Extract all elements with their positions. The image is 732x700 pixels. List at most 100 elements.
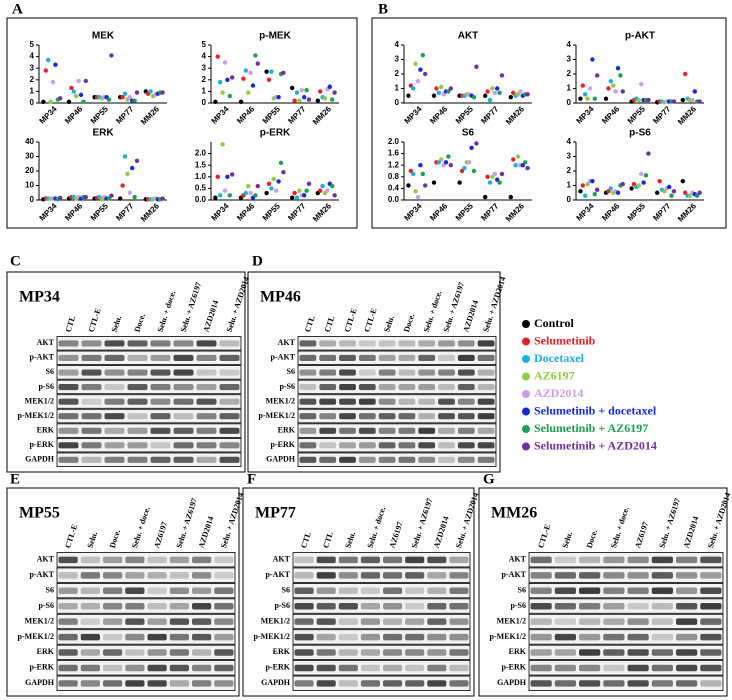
- data-point: [667, 184, 672, 190]
- data-point: [583, 92, 588, 97]
- blot-band: [405, 664, 425, 672]
- chart-title: p-MEK: [259, 31, 291, 42]
- blot-band: [103, 602, 123, 610]
- blot-strip: [56, 598, 236, 614]
- row-label: MEK1/2: [261, 616, 290, 625]
- blot-band: [214, 618, 234, 625]
- blot-band: [294, 602, 314, 610]
- blot-band: [80, 664, 100, 672]
- chart-title: p-AKT: [625, 31, 655, 42]
- data-point: [322, 96, 328, 101]
- blot-band: [81, 413, 102, 420]
- data-point: [243, 190, 248, 196]
- blot-band: [457, 427, 475, 434]
- data-point: [492, 171, 497, 177]
- blot-strip: [297, 452, 497, 467]
- blot-band: [214, 649, 234, 656]
- data-point: [132, 98, 137, 103]
- panel-letter: F: [247, 471, 256, 487]
- blot-band: [627, 633, 649, 641]
- blot-band: [358, 369, 376, 376]
- data-point: [304, 188, 309, 193]
- blot-band: [579, 587, 601, 595]
- data-point: [513, 163, 518, 168]
- blot-band: [192, 680, 212, 687]
- y-tick-label: 20: [25, 166, 34, 175]
- blot-band: [147, 618, 167, 625]
- blot-band: [360, 572, 380, 579]
- blot-band: [438, 354, 455, 362]
- blot-band: [173, 340, 194, 347]
- y-tick-label: 40: [25, 137, 34, 146]
- blot-strip: [297, 379, 497, 395]
- data-point: [76, 78, 81, 84]
- blot-band: [438, 442, 455, 449]
- data-point: [255, 61, 260, 66]
- blot-strip: [56, 394, 242, 409]
- data-point: [636, 97, 641, 103]
- data-point: [330, 97, 335, 102]
- row-label: ERK: [37, 647, 55, 656]
- blot-band: [299, 369, 317, 376]
- blot-title: MP77: [255, 505, 296, 522]
- blot-band: [319, 369, 337, 376]
- data-point: [590, 178, 595, 184]
- y-tick-label: 1: [30, 87, 35, 96]
- blot-band: [319, 456, 337, 463]
- row-label: AKT: [278, 338, 296, 347]
- blot-band: [316, 602, 336, 610]
- data-point: [278, 160, 284, 166]
- blot-band: [358, 398, 376, 405]
- row-label: p-S6: [38, 382, 54, 391]
- blot-strip: [56, 644, 236, 661]
- data-point: [320, 183, 325, 189]
- blot-band: [103, 587, 123, 595]
- data-point: [523, 160, 528, 165]
- data-point: [683, 190, 688, 195]
- blot-band: [299, 354, 317, 362]
- data-point: [657, 178, 662, 184]
- blot-band: [219, 456, 240, 463]
- data-point: [74, 93, 79, 99]
- blot-band: [676, 618, 698, 625]
- data-point: [423, 71, 428, 77]
- blot-band: [603, 618, 625, 625]
- blot-band: [319, 340, 337, 347]
- data-point: [631, 181, 637, 187]
- data-point: [220, 142, 225, 147]
- data-point: [618, 73, 623, 78]
- blot-band: [383, 602, 403, 610]
- blot-band: [316, 618, 336, 625]
- blot-band: [627, 572, 649, 579]
- data-point: [441, 92, 446, 97]
- blot-band: [383, 680, 403, 687]
- blot-band: [150, 369, 171, 376]
- blot-band: [579, 664, 601, 672]
- data-point: [408, 83, 413, 88]
- row-label: p-AKT: [30, 353, 55, 362]
- blot-band: [700, 572, 722, 579]
- blot-band: [316, 572, 336, 579]
- blot-band: [398, 427, 416, 434]
- blot-band: [104, 369, 125, 376]
- data-point: [590, 57, 595, 62]
- blot-band: [405, 587, 425, 595]
- blot-band: [104, 340, 125, 347]
- row-label: S6: [287, 367, 295, 376]
- blot-band: [449, 649, 469, 656]
- blot-band: [169, 633, 189, 641]
- blot-band: [339, 456, 356, 463]
- blot-strip: [528, 552, 724, 568]
- blot-band: [150, 413, 171, 420]
- blot-band: [530, 602, 552, 610]
- data-point: [218, 193, 223, 198]
- blot-band: [150, 384, 171, 391]
- row-label: p-AKT: [266, 570, 291, 579]
- data-point: [697, 99, 702, 104]
- blot-band: [405, 633, 425, 641]
- data-point: [448, 86, 453, 91]
- y-tick-label: 5: [202, 40, 207, 49]
- blot-band: [173, 369, 194, 376]
- legend-swatch: [522, 390, 530, 398]
- data-point: [608, 186, 613, 191]
